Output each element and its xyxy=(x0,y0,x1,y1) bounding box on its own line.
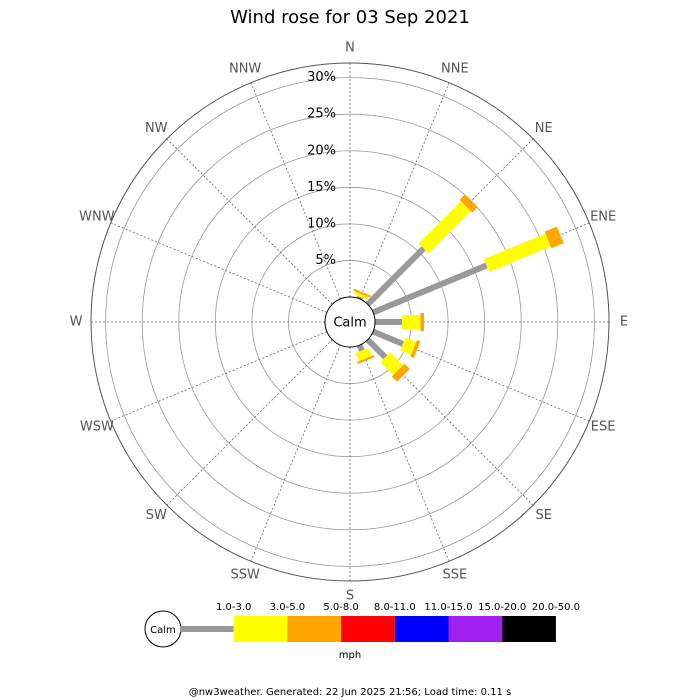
spoke xyxy=(250,82,341,300)
wind-bar xyxy=(483,233,551,272)
direction-label: NW xyxy=(145,121,168,136)
direction-label: SSW xyxy=(230,568,260,583)
wind-bar xyxy=(380,352,404,376)
wind-bar xyxy=(356,343,365,352)
legend-label: 15.0-20.0 xyxy=(478,602,526,613)
wind-bar xyxy=(544,226,564,249)
wind-bar xyxy=(355,347,372,362)
spoke xyxy=(359,344,450,562)
legend-calm-label: Calm xyxy=(150,625,176,636)
wind-bar xyxy=(353,288,371,298)
direction-label: SW xyxy=(146,508,167,523)
direction-label: ENE xyxy=(590,210,616,225)
direction-label: NNW xyxy=(229,61,261,76)
grid-ring xyxy=(105,77,595,567)
direction-label: ESE xyxy=(591,419,616,434)
legend-label: 3.0-5.0 xyxy=(270,602,305,613)
grid-ring xyxy=(141,113,559,531)
direction-label: N xyxy=(345,41,355,56)
wind-bar xyxy=(371,328,404,347)
spoke xyxy=(166,339,333,506)
legend-swatch xyxy=(180,626,234,632)
direction-label: SE xyxy=(536,508,552,523)
r-tick-label: 20% xyxy=(307,143,336,158)
spoke xyxy=(110,331,328,422)
r-tick-label: 15% xyxy=(307,180,336,195)
legend-swatch xyxy=(448,616,503,642)
wind-bar xyxy=(353,291,368,300)
spoke xyxy=(110,222,328,313)
legend-label: 1.0-3.0 xyxy=(216,602,251,613)
wind-bar xyxy=(410,340,421,359)
wind-bar xyxy=(459,194,478,213)
legend-swatch xyxy=(502,616,556,642)
legend-swatch xyxy=(233,616,288,642)
legend-swatch xyxy=(394,616,449,642)
direction-label: W xyxy=(70,315,83,330)
spoke xyxy=(166,138,333,305)
wind-bar xyxy=(365,337,388,360)
direction-label: SSE xyxy=(442,568,467,583)
direction-label: S xyxy=(346,589,354,604)
r-tick-label: 5% xyxy=(315,253,336,268)
wind-bar xyxy=(371,262,488,316)
legend-label: 11.0-15.0 xyxy=(424,602,472,613)
direction-label: NE xyxy=(535,121,553,136)
footer: @nw3weather. Generated: 22 Jun 2025 21:5… xyxy=(189,687,512,698)
calm-circle xyxy=(324,296,376,348)
legend-swatch xyxy=(287,616,342,642)
spoke xyxy=(359,82,450,300)
legend-label: 8.0-11.0 xyxy=(374,602,416,613)
wind-bar xyxy=(356,355,375,365)
legend-label: 5.0-8.0 xyxy=(323,602,358,613)
direction-label: WSW xyxy=(80,419,114,434)
spoke xyxy=(367,339,534,506)
wind-bar xyxy=(418,201,471,254)
chart-title: Wind rose for 03 Sep 2021 xyxy=(230,7,470,28)
r-tick-label: 10% xyxy=(307,216,336,231)
legend-label: 20.0-50.0 xyxy=(532,602,580,613)
direction-label: NNE xyxy=(441,61,469,76)
spoke xyxy=(250,344,341,562)
wind-bar xyxy=(365,246,426,307)
r-tick-label: 30% xyxy=(307,70,336,85)
wind-bar xyxy=(391,363,410,382)
unit-label: mph xyxy=(339,650,361,661)
grid-ring xyxy=(178,150,522,494)
direction-label: E xyxy=(620,315,628,330)
wind-bar xyxy=(400,337,417,355)
calm-label: Calm xyxy=(333,316,366,331)
r-tick-label: 25% xyxy=(307,107,336,122)
direction-label: WNW xyxy=(79,210,115,225)
spoke xyxy=(372,331,590,422)
legend-swatch xyxy=(341,616,395,642)
